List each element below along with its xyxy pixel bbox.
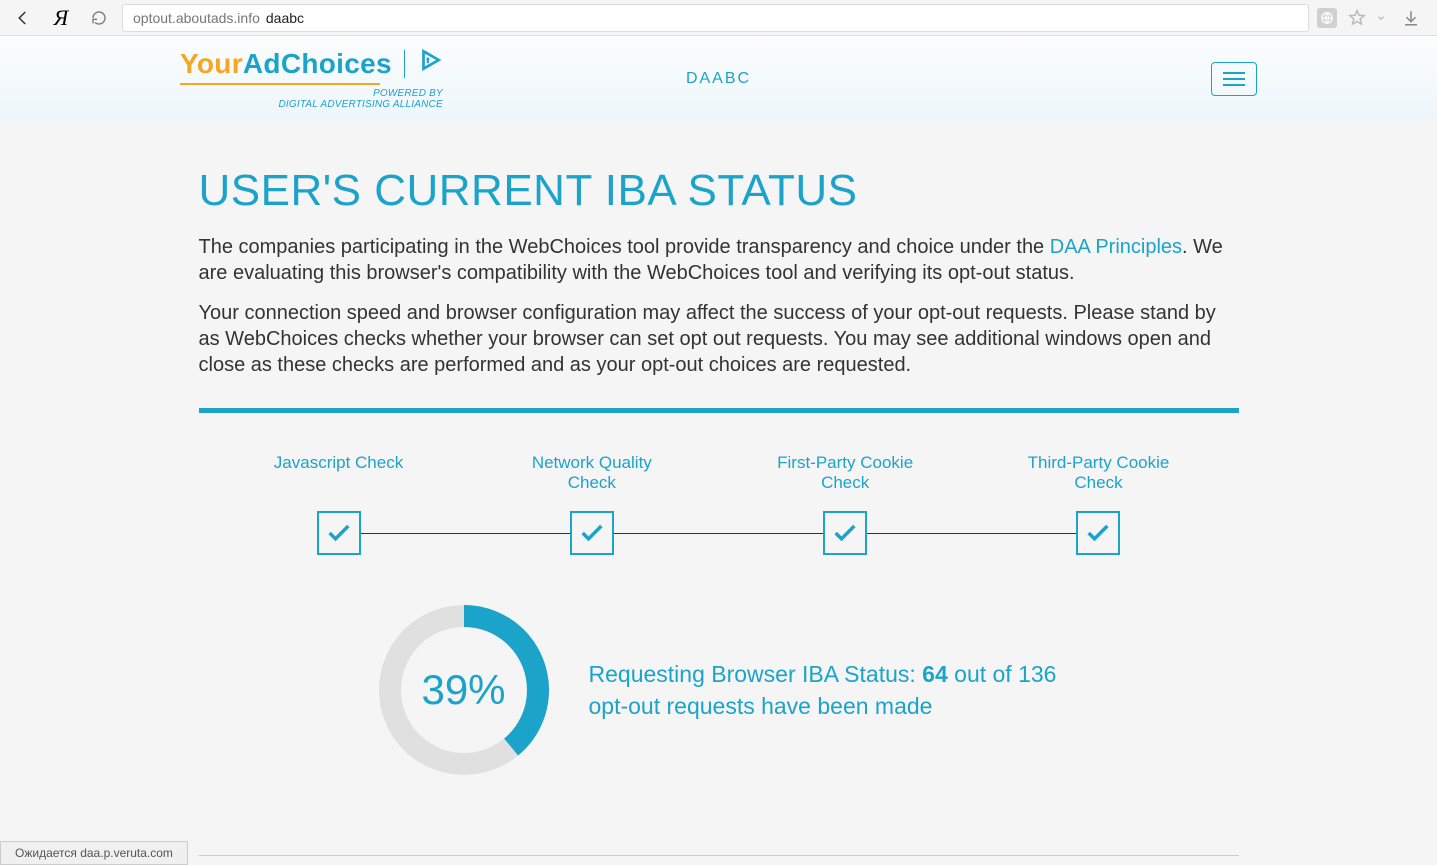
logo-powered-by: POWERED BY DIGITAL ADVERTISING ALLIANCE bbox=[180, 88, 443, 110]
logo-adchoices: AdChoices bbox=[243, 48, 392, 79]
menu-button[interactable] bbox=[1211, 62, 1257, 96]
divider-thin bbox=[199, 855, 1239, 856]
url-path: daabc bbox=[266, 10, 304, 26]
download-icon[interactable] bbox=[1401, 8, 1421, 28]
check-label: Network Quality Check bbox=[512, 453, 672, 497]
logo-triangle-icon bbox=[417, 47, 443, 80]
check-label: First-Party Cookie Check bbox=[765, 453, 925, 497]
reload-button[interactable] bbox=[84, 3, 114, 33]
logo-divider bbox=[404, 50, 405, 78]
intro-paragraph-2: Your connection speed and browser config… bbox=[199, 300, 1239, 378]
chevron-down-icon[interactable] bbox=[1371, 8, 1391, 28]
check-box-icon bbox=[1076, 511, 1120, 555]
address-bar[interactable]: optout.aboutads.info daabc bbox=[122, 4, 1309, 32]
check-label: Javascript Check bbox=[274, 453, 403, 497]
check-box-icon bbox=[823, 511, 867, 555]
progress-percent-label: 39% bbox=[421, 666, 505, 714]
bookmark-star-icon[interactable] bbox=[1347, 8, 1367, 28]
check-box-icon bbox=[570, 511, 614, 555]
back-button[interactable] bbox=[8, 3, 38, 33]
daa-principles-link[interactable]: DAA Principles bbox=[1050, 236, 1182, 258]
divider-thick bbox=[199, 408, 1239, 413]
main-content: USER'S CURRENT IBA STATUS The companies … bbox=[199, 121, 1239, 856]
url-host: optout.aboutads.info bbox=[133, 10, 260, 26]
progress-status-text: Requesting Browser IBA Status: 64 out of… bbox=[589, 658, 1059, 722]
logo[interactable]: YourAdChoices POWERED BY DIGITAL ADVERTI… bbox=[180, 47, 443, 110]
check-first-party-cookie: First-Party Cookie Check bbox=[765, 453, 925, 555]
checks-connector-line bbox=[339, 533, 1099, 534]
progress-donut: 39% bbox=[379, 605, 549, 775]
toolbar-right bbox=[1317, 8, 1429, 28]
check-label: Third-Party Cookie Check bbox=[1018, 453, 1178, 497]
logo-underline bbox=[180, 83, 380, 85]
check-javascript: Javascript Check bbox=[259, 453, 419, 555]
logo-your: Your bbox=[180, 48, 243, 79]
browser-status-bar: Ожидается daa.p.veruta.com bbox=[0, 841, 188, 865]
checks-row: Javascript Check Network Quality Check F… bbox=[199, 453, 1239, 555]
browser-toolbar: Я optout.aboutads.info daabc bbox=[0, 0, 1437, 36]
translate-icon[interactable] bbox=[1317, 8, 1337, 28]
page-title: USER'S CURRENT IBA STATUS bbox=[199, 166, 1239, 216]
check-box-icon bbox=[317, 511, 361, 555]
check-third-party-cookie: Third-Party Cookie Check bbox=[1018, 453, 1178, 555]
check-network: Network Quality Check bbox=[512, 453, 672, 555]
header-title: DAABC bbox=[686, 70, 751, 88]
site-header: YourAdChoices POWERED BY DIGITAL ADVERTI… bbox=[0, 36, 1437, 121]
yandex-icon[interactable]: Я bbox=[46, 3, 76, 33]
intro-paragraph-1: The companies participating in the WebCh… bbox=[199, 234, 1239, 286]
progress-section: 39% Requesting Browser IBA Status: 64 ou… bbox=[199, 555, 1239, 815]
